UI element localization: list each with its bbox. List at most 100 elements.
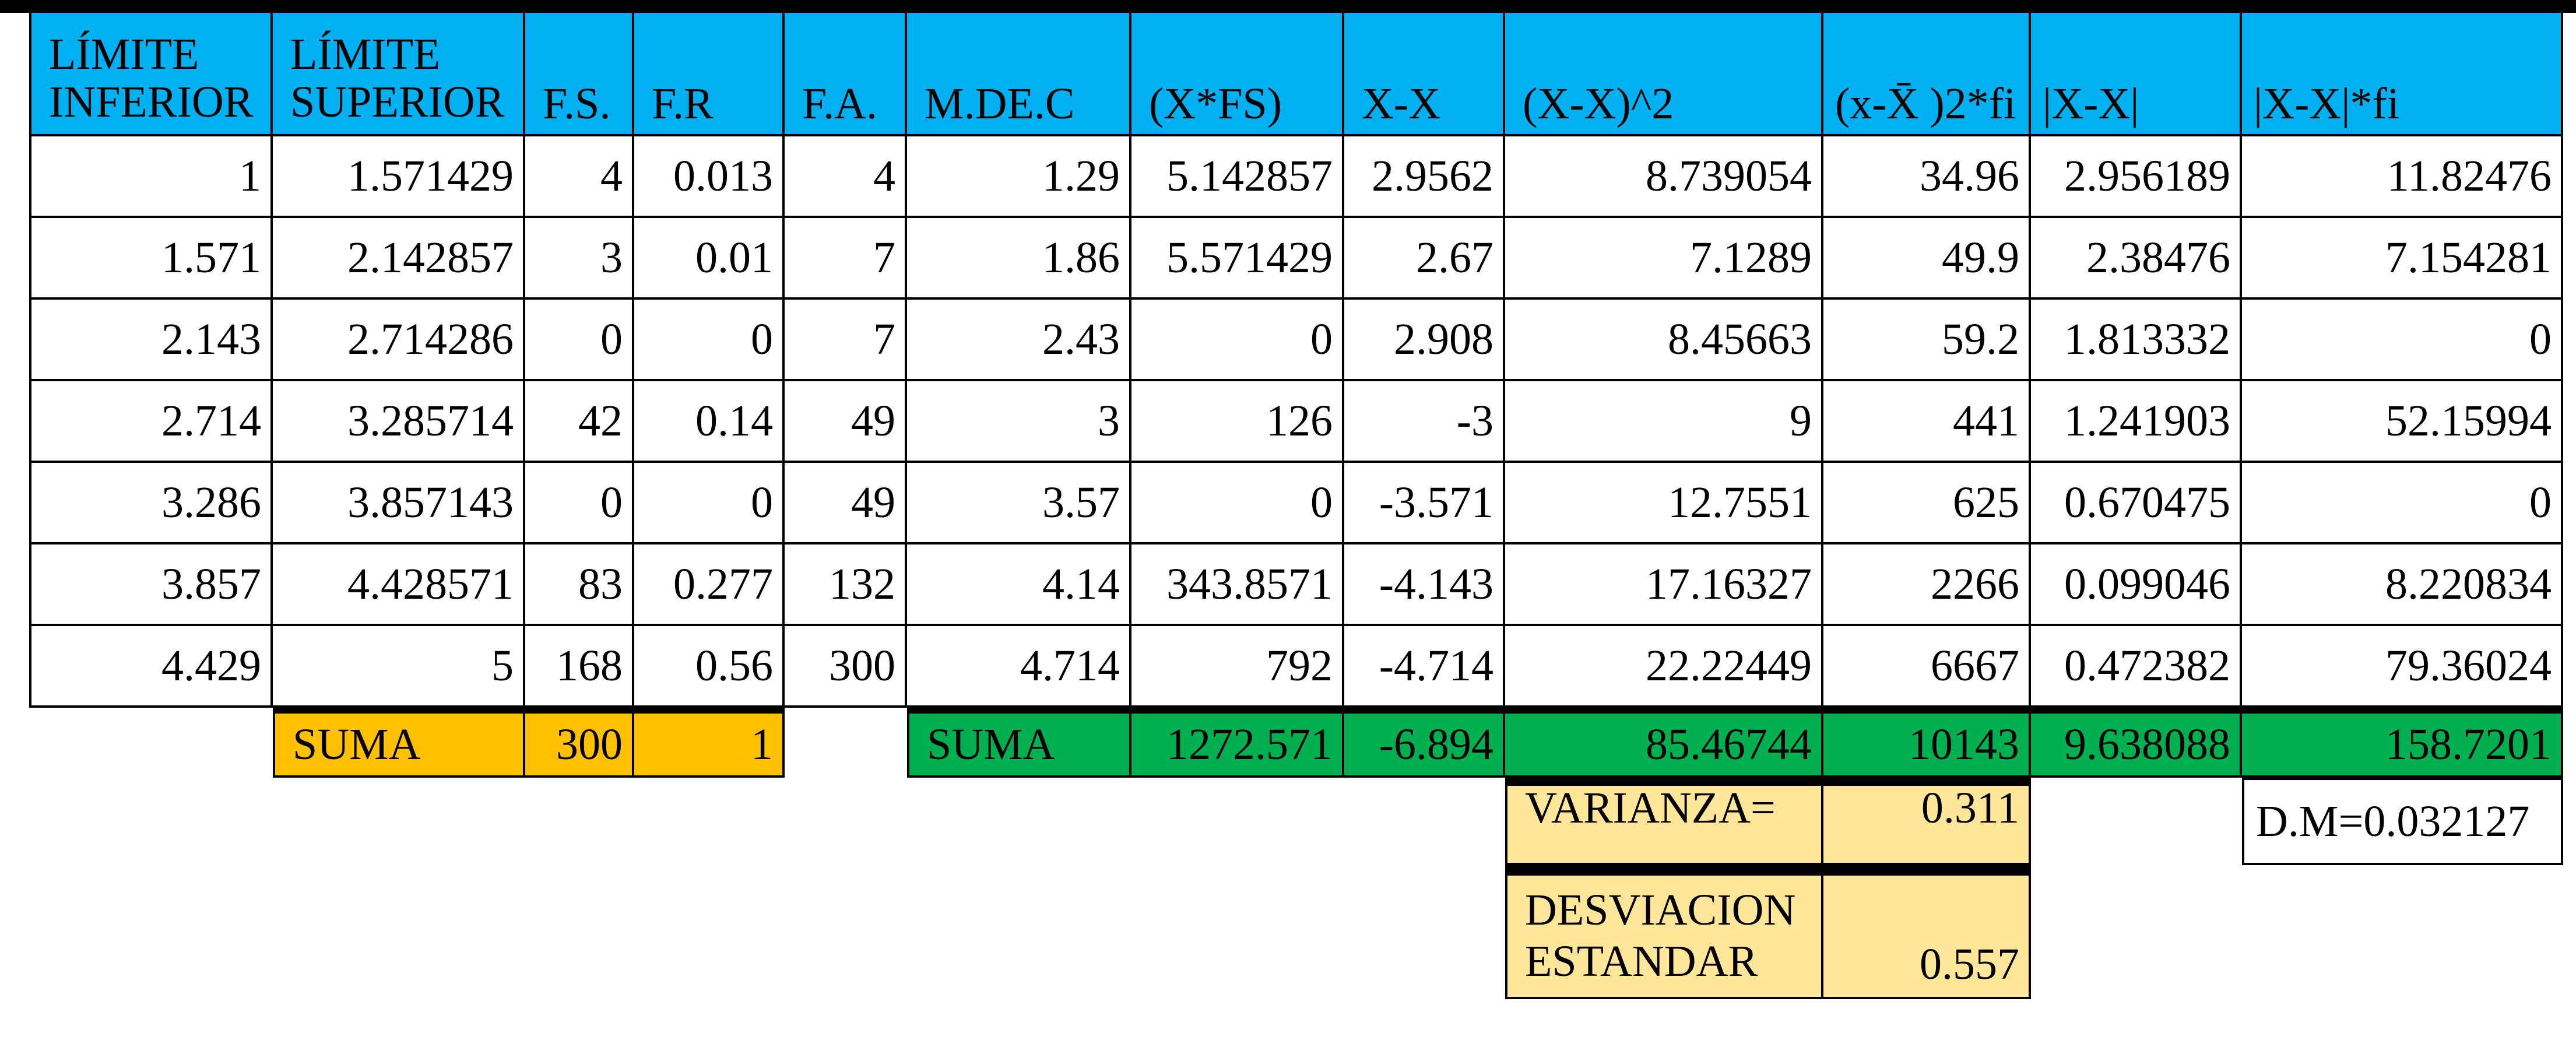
- header-line: LÍMITE: [49, 29, 199, 79]
- cell-limite-superior: 4.428571: [273, 544, 525, 626]
- cell-x-minus-x: 2.9562: [1344, 136, 1505, 218]
- header-x-minus-xbar-squared-fi: (x-X̄ )2*fi: [1823, 13, 2031, 136]
- cell-x-minus-x-squared: 8.739054: [1505, 136, 1823, 218]
- header-x-minus-x: X-X: [1344, 13, 1505, 136]
- cell-fr: 0.14: [634, 381, 785, 463]
- cell-squared-fi: 2266: [1823, 544, 2031, 626]
- header-fa: F.A.: [785, 13, 907, 136]
- cell-fr: 0.56: [634, 626, 785, 708]
- header-line: INFERIOR: [49, 77, 254, 127]
- cell-fa: 4: [785, 136, 907, 218]
- cell-x-minus-x: 2.908: [1344, 300, 1505, 381]
- cell-x-minus-x: -4.714: [1344, 626, 1505, 708]
- header-fs: F.S.: [525, 13, 634, 136]
- cell-x-minus-x: -3: [1344, 381, 1505, 463]
- cell-fr: 0.277: [634, 544, 785, 626]
- cell-limite-inferior: 1.571: [29, 218, 273, 300]
- cell-x-minus-x: -3.571: [1344, 463, 1505, 544]
- suma-right-x-minus-x: -6.894: [1344, 705, 1505, 778]
- suma-right-abs: 9.638088: [2031, 705, 2242, 778]
- cell-abs-x-minus-x: 0.670475: [2031, 463, 2242, 544]
- cell-xfs: 126: [1131, 381, 1344, 463]
- cell-abs-fi: 0: [2242, 463, 2563, 544]
- cell-limite-superior: 2.714286: [273, 300, 525, 381]
- desviacion-value: 0.557: [1821, 865, 2031, 999]
- cell-x-minus-x-squared: 8.45663: [1505, 300, 1823, 381]
- cell-fr: 0: [634, 300, 785, 381]
- cell-limite-superior: 1.571429: [273, 136, 525, 218]
- suma-right-squared-fi: 10143: [1823, 705, 2031, 778]
- cell-limite-superior: 2.142857: [273, 218, 525, 300]
- varianza-label: VARIANZA=: [1505, 778, 1823, 865]
- desviacion-label: DESVIACION ESTANDAR: [1505, 865, 1823, 999]
- header-limite-superior: LÍMITE SUPERIOR: [273, 13, 525, 136]
- cell-fa: 132: [785, 544, 907, 626]
- cell-xfs: 5.142857: [1131, 136, 1344, 218]
- cell-xfs: 343.8571: [1131, 544, 1344, 626]
- cell-squared-fi: 49.9: [1823, 218, 2031, 300]
- cell-fr: 0.013: [634, 136, 785, 218]
- cell-abs-fi: 79.36024: [2242, 626, 2563, 708]
- cell-fa: 49: [785, 463, 907, 544]
- cell-x-minus-x: -4.143: [1344, 544, 1505, 626]
- cell-limite-superior: 3.857143: [273, 463, 525, 544]
- desviacion-label-line2: ESTANDAR: [1525, 937, 1758, 986]
- desviacion-label-line1: DESVIACION: [1525, 886, 1796, 935]
- cell-abs-x-minus-x: 0.472382: [2031, 626, 2242, 708]
- header-limite-inferior: LÍMITE INFERIOR: [29, 13, 273, 136]
- header-fr: F.R: [634, 13, 785, 136]
- cell-limite-inferior: 3.286: [29, 463, 273, 544]
- cell-limite-inferior: 4.429: [29, 626, 273, 708]
- cell-mdec: 4.714: [907, 626, 1131, 708]
- header-line: SUPERIOR: [290, 77, 505, 127]
- cell-abs-x-minus-x: 1.241903: [2031, 381, 2242, 463]
- cell-abs-fi: 8.220834: [2242, 544, 2563, 626]
- suma-left-fr: 1: [634, 705, 785, 778]
- header-mdec: M.DE.C: [907, 13, 1131, 136]
- cell-xfs: 0: [1131, 463, 1344, 544]
- cell-limite-inferior: 3.857: [29, 544, 273, 626]
- cell-squared-fi: 34.96: [1823, 136, 2031, 218]
- cell-xfs: 792: [1131, 626, 1344, 708]
- cell-abs-x-minus-x: 2.38476: [2031, 218, 2242, 300]
- cell-squared-fi: 6667: [1823, 626, 2031, 708]
- cell-mdec: 2.43: [907, 300, 1131, 381]
- suma-right-xfs: 1272.571: [1131, 705, 1344, 778]
- header-abs-x-minus-x-fi: |X-X|*fi: [2242, 13, 2563, 136]
- suma-left-fs: 300: [525, 705, 634, 778]
- cell-fa: 7: [785, 218, 907, 300]
- cell-x-minus-x-squared: 12.7551: [1505, 463, 1823, 544]
- suma-right-abs-fi: 158.7201: [2242, 705, 2563, 778]
- cell-mdec: 3.57: [907, 463, 1131, 544]
- cell-limite-superior: 3.285714: [273, 381, 525, 463]
- cell-fr: 0.01: [634, 218, 785, 300]
- cell-xfs: 0: [1131, 300, 1344, 381]
- header-xfs: (X*FS): [1131, 13, 1344, 136]
- cell-x-minus-x: 2.67: [1344, 218, 1505, 300]
- header-line: LÍMITE: [290, 29, 441, 79]
- cell-xfs: 5.571429: [1131, 218, 1344, 300]
- cell-x-minus-x-squared: 9: [1505, 381, 1823, 463]
- cell-limite-inferior: 2.714: [29, 381, 273, 463]
- suma-left-label: SUMA: [273, 705, 525, 778]
- cell-x-minus-x-squared: 17.16327: [1505, 544, 1823, 626]
- cell-mdec: 1.29: [907, 136, 1131, 218]
- cell-abs-x-minus-x: 1.813332: [2031, 300, 2242, 381]
- header-abs-x-minus-x: |X-X|: [2031, 13, 2242, 136]
- cell-abs-fi: 52.15994: [2242, 381, 2563, 463]
- cell-x-minus-x-squared: 22.22449: [1505, 626, 1823, 708]
- cell-fs: 0: [525, 300, 634, 381]
- header-x-minus-x-squared: (X-X)^2: [1505, 13, 1823, 136]
- cell-fs: 168: [525, 626, 634, 708]
- cell-mdec: 1.86: [907, 218, 1131, 300]
- cell-abs-x-minus-x: 0.099046: [2031, 544, 2242, 626]
- cell-abs-fi: 11.82476: [2242, 136, 2563, 218]
- cell-squared-fi: 59.2: [1823, 300, 2031, 381]
- cell-abs-fi: 0: [2242, 300, 2563, 381]
- suma-right-label: SUMA: [907, 705, 1131, 778]
- cell-squared-fi: 441: [1823, 381, 2031, 463]
- cell-limite-inferior: 1: [29, 136, 273, 218]
- cell-fs: 3: [525, 218, 634, 300]
- cell-abs-x-minus-x: 2.956189: [2031, 136, 2242, 218]
